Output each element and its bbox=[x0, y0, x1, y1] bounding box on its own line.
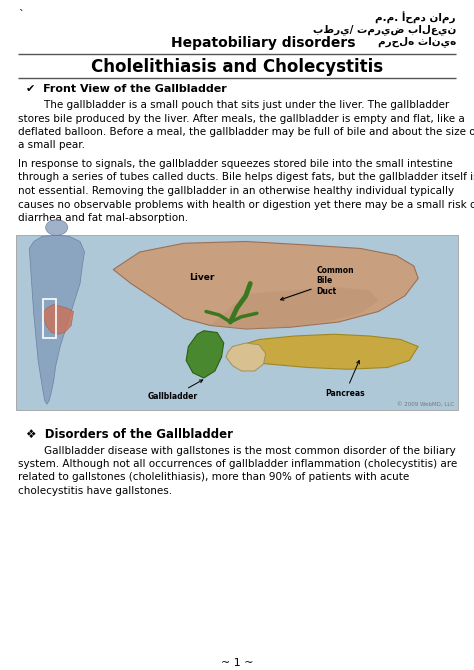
Polygon shape bbox=[210, 287, 378, 329]
Text: `: ` bbox=[18, 10, 24, 20]
Text: Cholelithiasis and Cholecystitis: Cholelithiasis and Cholecystitis bbox=[91, 58, 383, 76]
Text: causes no observable problems with health or digestion yet there may be a small : causes no observable problems with healt… bbox=[18, 200, 474, 210]
Text: © 2009 WebMD, LLC: © 2009 WebMD, LLC bbox=[397, 401, 454, 407]
Text: a small pear.: a small pear. bbox=[18, 141, 85, 151]
Text: ~ 1 ~: ~ 1 ~ bbox=[221, 658, 253, 668]
Text: بطري/ تمريض بالعين: بطري/ تمريض بالعين bbox=[313, 24, 456, 35]
Text: stores bile produced by the liver. After meals, the gallbladder is empty and fla: stores bile produced by the liver. After… bbox=[18, 113, 465, 123]
Bar bbox=[16, 234, 458, 409]
Text: Gallbladder disease with gallstones is the most common disorder of the biliary: Gallbladder disease with gallstones is t… bbox=[18, 446, 456, 456]
Text: system. Although not all occurrences of gallbladder inflammation (cholecystitis): system. Although not all occurrences of … bbox=[18, 459, 457, 469]
Text: deflated balloon. Before a meal, the gallbladder may be full of bile and about t: deflated balloon. Before a meal, the gal… bbox=[18, 127, 474, 137]
Text: The gallbladder is a small pouch that sits just under the liver. The gallbladder: The gallbladder is a small pouch that si… bbox=[18, 100, 449, 110]
Polygon shape bbox=[43, 304, 73, 334]
Text: مرحله ثانيه: مرحله ثانيه bbox=[378, 36, 456, 47]
Text: ✔  Front View of the Gallbladder: ✔ Front View of the Gallbladder bbox=[26, 84, 227, 94]
Polygon shape bbox=[186, 331, 224, 378]
Text: م.م. أحمد نامر: م.م. أحمد نامر bbox=[375, 12, 456, 24]
Text: diarrhea and fat mal-absorption.: diarrhea and fat mal-absorption. bbox=[18, 213, 188, 223]
Polygon shape bbox=[228, 334, 418, 369]
Text: through a series of tubes called ducts. Bile helps digest fats, but the gallblad: through a series of tubes called ducts. … bbox=[18, 172, 474, 182]
Polygon shape bbox=[226, 343, 266, 371]
Text: not essential. Removing the gallbladder in an otherwise healthy individual typic: not essential. Removing the gallbladder … bbox=[18, 186, 454, 196]
Ellipse shape bbox=[46, 220, 68, 235]
Text: In response to signals, the gallbladder squeezes stored bile into the small inte: In response to signals, the gallbladder … bbox=[18, 159, 453, 169]
Text: Liver: Liver bbox=[189, 273, 214, 282]
Text: cholecystitis have gallstones.: cholecystitis have gallstones. bbox=[18, 486, 172, 496]
Text: Gallbladder: Gallbladder bbox=[148, 380, 203, 401]
Text: Common
Bile
Duct: Common Bile Duct bbox=[281, 266, 354, 300]
Text: related to gallstones (cholelithiasis), more than 90% of patients with acute: related to gallstones (cholelithiasis), … bbox=[18, 472, 409, 482]
Bar bbox=[44, 299, 56, 338]
Text: Pancreas: Pancreas bbox=[326, 360, 365, 397]
Text: ❖  Disorders of the Gallbladder: ❖ Disorders of the Gallbladder bbox=[26, 427, 233, 440]
Polygon shape bbox=[29, 235, 84, 404]
Polygon shape bbox=[113, 241, 418, 329]
Text: Hepatobiliary disorders: Hepatobiliary disorders bbox=[171, 36, 356, 50]
